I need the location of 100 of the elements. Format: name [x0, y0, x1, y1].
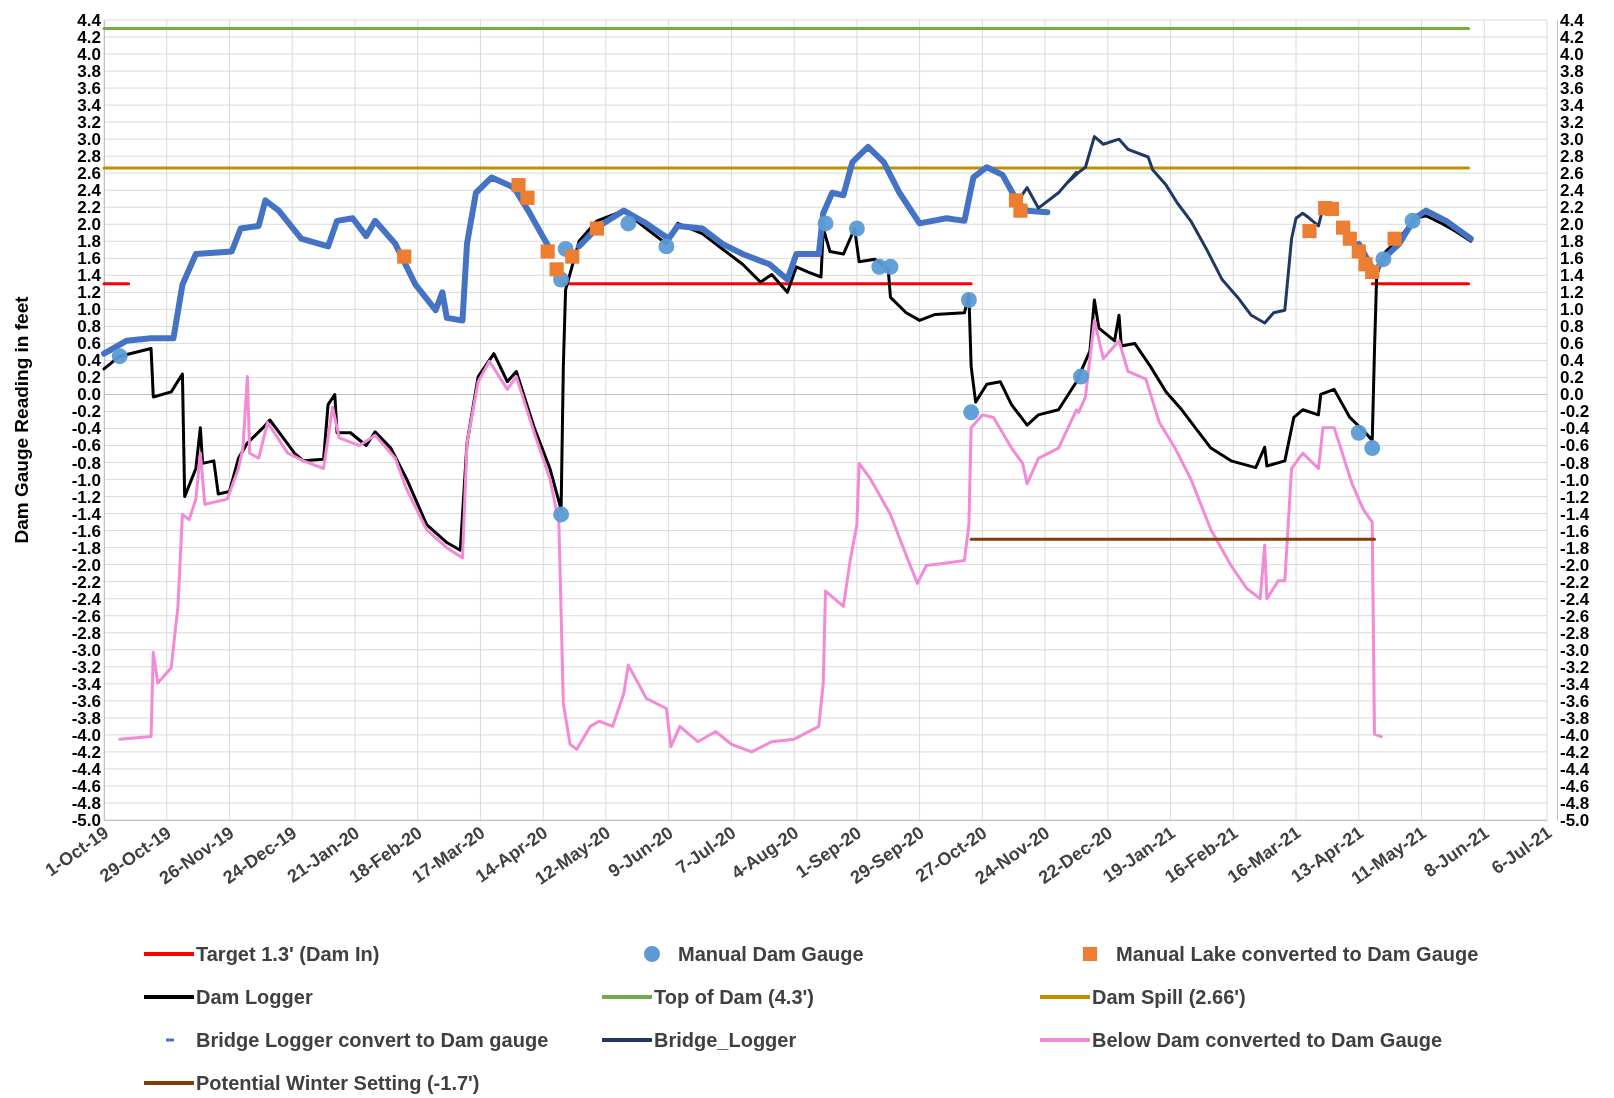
y-tick-label: -3.8	[71, 708, 101, 728]
y-tick-label: -0.6	[71, 436, 101, 456]
legend-label: Dam Spill (2.66')	[1092, 986, 1246, 1008]
y2-tick-label: 3.8	[1560, 62, 1584, 81]
y2-tick-label: -4.8	[1560, 793, 1590, 813]
y-tick-label: -4.2	[71, 742, 101, 762]
y-tick-label: -2.4	[71, 589, 102, 609]
y-axis-title: Dam Gauge Reading in feet	[11, 295, 32, 544]
y-tick-label: -3.0	[71, 640, 101, 660]
y2-tick-label: -4.0	[1560, 725, 1590, 745]
point	[817, 215, 834, 232]
y2-tick-label: -2.4	[1560, 589, 1590, 609]
y2-tick-label: 4.4	[1560, 10, 1585, 30]
y2-tick-label: 1.4	[1560, 266, 1585, 286]
point	[1364, 440, 1381, 457]
y2-tick-label: -1.8	[1560, 538, 1590, 558]
y-tick-label: 3.4	[77, 96, 102, 116]
y2-tick-label: 0.6	[1560, 334, 1584, 354]
point	[882, 258, 899, 275]
y-tick-label: 1.2	[77, 283, 101, 303]
point	[1365, 264, 1380, 279]
y-tick-label: 2.8	[77, 147, 101, 167]
y-tick-label: 0.2	[77, 368, 101, 388]
y2-tick-label: 2.4	[1560, 181, 1585, 201]
y-tick-label: 2.2	[77, 198, 101, 218]
y2-tick-label: -0.4	[1560, 419, 1590, 439]
legend-label: Manual Dam Gauge	[678, 943, 864, 965]
y-tick-label: -4.8	[71, 793, 101, 813]
y2-tick-label: -0.6	[1560, 436, 1590, 456]
y-tick-label: 4.0	[77, 44, 101, 64]
point	[520, 190, 535, 205]
y2-tick-label: 1.0	[1560, 300, 1584, 320]
y2-tick-label: -1.6	[1560, 521, 1590, 541]
legend-label: Bridge Logger convert to Dam gauge	[196, 1029, 549, 1051]
point	[620, 215, 637, 232]
point	[549, 262, 564, 277]
y-tick-label: 1.0	[77, 300, 101, 320]
y2-tick-label: -4.4	[1560, 759, 1590, 779]
point	[1302, 223, 1317, 239]
y-tick-label: 1.6	[77, 249, 101, 269]
y-tick-label: 3.8	[77, 62, 101, 81]
y2-tick-label: -1.4	[1560, 504, 1590, 524]
y-tick-label: -4.4	[71, 759, 102, 779]
y2-tick-label: -1.2	[1560, 487, 1590, 507]
y2-tick-label: -3.4	[1560, 674, 1590, 694]
y2-tick-label: -2.8	[1560, 623, 1590, 643]
y2-tick-label: -2.6	[1560, 606, 1590, 626]
y2-tick-label: 2.6	[1560, 164, 1584, 184]
y2-tick-label: -3.8	[1560, 708, 1590, 728]
legend-label: Below Dam converted to Dam Gauge	[1092, 1029, 1443, 1051]
legend-label: Potential Winter Setting (-1.7')	[196, 1072, 480, 1094]
y-tick-label: 0.0	[77, 385, 101, 405]
y-tick-label: -0.4	[71, 419, 102, 439]
y-tick-label: -2.8	[71, 623, 101, 643]
y2-tick-label: 1.2	[1560, 283, 1584, 303]
point	[511, 178, 526, 193]
y-tick-label: -1.2	[71, 487, 101, 507]
y-tick-label: 2.4	[77, 181, 102, 201]
point	[848, 220, 865, 237]
y2-tick-label: -0.8	[1560, 453, 1590, 473]
point	[111, 348, 128, 365]
y2-tick-label: 2.8	[1560, 147, 1584, 167]
y2-tick-label: 0.4	[1560, 351, 1585, 371]
y2-tick-label: 3.6	[1560, 79, 1584, 99]
y2-tick-label: 0.0	[1560, 385, 1584, 405]
y-tick-label: -2.0	[71, 555, 101, 575]
point	[589, 221, 605, 236]
y-tick-label: 4.4	[77, 10, 102, 30]
y-tick-label: -1.0	[71, 470, 101, 490]
point	[1351, 244, 1366, 259]
point	[1013, 203, 1028, 218]
y-tick-label: -3.4	[71, 674, 102, 694]
y2-tick-label: -5.0	[1560, 810, 1590, 830]
point	[1072, 368, 1089, 385]
y-tick-label: -0.8	[71, 453, 101, 473]
point	[1375, 251, 1392, 268]
point	[1387, 231, 1402, 246]
point	[658, 238, 675, 255]
y-tick-label: -2.2	[71, 572, 101, 592]
y2-tick-label: 3.4	[1560, 96, 1585, 116]
y-tick-label: 4.2	[77, 27, 101, 47]
y-tick-label: -2.6	[71, 606, 101, 626]
point	[1404, 212, 1421, 229]
legend-label: Dam Logger	[196, 986, 313, 1008]
y2-tick-label: -3.2	[1560, 657, 1590, 677]
y-tick-label: -3.2	[71, 657, 101, 677]
y-tick-label: -4.6	[71, 776, 101, 796]
y2-tick-label: 1.6	[1560, 249, 1584, 269]
y2-tick-label: -4.2	[1560, 742, 1590, 762]
point	[1350, 424, 1367, 441]
point	[540, 244, 555, 259]
legend-label: Top of Dam (4.3')	[654, 986, 814, 1008]
y2-tick-label: 3.0	[1560, 130, 1584, 150]
y2-tick-label: -0.2	[1560, 402, 1590, 422]
point	[1324, 201, 1339, 217]
y-tick-label: -1.8	[71, 538, 101, 558]
point	[397, 249, 412, 264]
point	[1342, 231, 1357, 246]
y2-tick-label: 3.2	[1560, 113, 1584, 133]
line-series	[118, 318, 1383, 754]
